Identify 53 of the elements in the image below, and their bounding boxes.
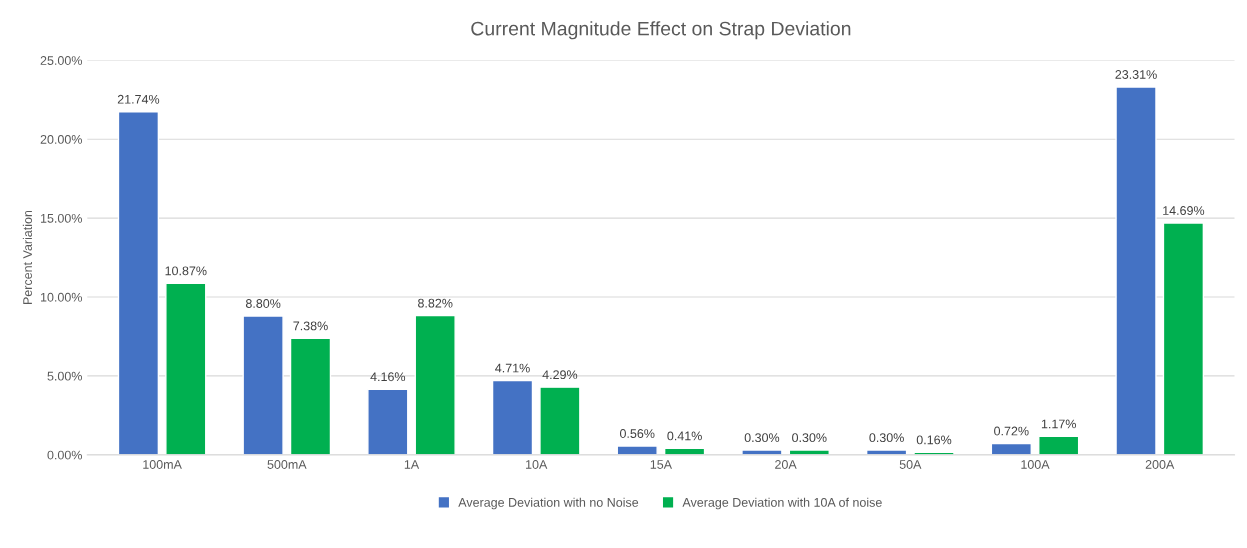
data-label: 7.38%	[293, 321, 328, 331]
y-tick-label: 5.00%	[47, 371, 82, 381]
bar	[1115, 86, 1157, 455]
bar	[289, 337, 332, 455]
bar	[367, 388, 409, 455]
x-tick-label: 15A	[650, 460, 673, 469]
data-label: 0.56%	[619, 429, 655, 438]
data-label: 21.74%	[117, 94, 160, 104]
bar	[990, 442, 1032, 455]
x-tick-label: 10A	[526, 460, 548, 469]
bar	[741, 449, 783, 455]
data-label: 1.17%	[1041, 419, 1076, 429]
data-label: 23.31%	[1115, 70, 1157, 79]
x-tick-label: 50A	[899, 460, 922, 469]
y-tick-label: 25.00%	[40, 56, 82, 65]
bar	[491, 379, 534, 455]
data-label: 8.82%	[418, 298, 453, 308]
data-label: 0.30%	[869, 433, 904, 443]
data-label: 4.16%	[370, 372, 406, 382]
x-tick-label: 1A	[404, 460, 420, 469]
y-tick-label: 10.00%	[40, 292, 82, 302]
x-tick-label: 200A	[1145, 460, 1175, 469]
x-tick-label: 500mA	[267, 460, 307, 469]
chart-title: Current Magnitude Effect on Strap Deviation	[471, 21, 851, 40]
y-tick-label: 15.00%	[40, 213, 82, 223]
data-label: 0.30%	[744, 433, 780, 443]
data-label: 0.30%	[792, 433, 827, 443]
bar	[242, 315, 284, 455]
bar	[165, 282, 207, 455]
bar	[1038, 435, 1080, 455]
data-label: 0.41%	[667, 431, 702, 441]
x-tick-label: 100A	[1021, 460, 1050, 469]
data-label: 14.69%	[1163, 206, 1205, 215]
bar	[117, 111, 160, 455]
data-label: 4.71%	[495, 363, 530, 373]
bar	[1162, 222, 1205, 455]
bar	[616, 445, 658, 455]
x-tick-label: 20A	[775, 460, 797, 469]
legend-label: Average Deviation with no Noise	[458, 497, 639, 510]
y-tick-label: 20.00%	[40, 134, 82, 144]
data-label: 8.80%	[245, 299, 281, 308]
bar	[539, 386, 581, 455]
y-tick-label: 0.00%	[47, 450, 82, 460]
x-tick-label: 100mA	[143, 460, 182, 469]
y-axis-title: Percent Variation	[22, 210, 33, 305]
bar	[414, 314, 456, 455]
data-label: 10.87%	[165, 266, 207, 276]
bar	[865, 449, 908, 455]
data-label: 0.16%	[916, 435, 952, 445]
data-label: 0.72%	[994, 426, 1029, 436]
data-label: 4.29%	[542, 370, 578, 380]
bar	[788, 449, 830, 455]
legend-label: Average Deviation with 10A of noise	[682, 497, 882, 510]
